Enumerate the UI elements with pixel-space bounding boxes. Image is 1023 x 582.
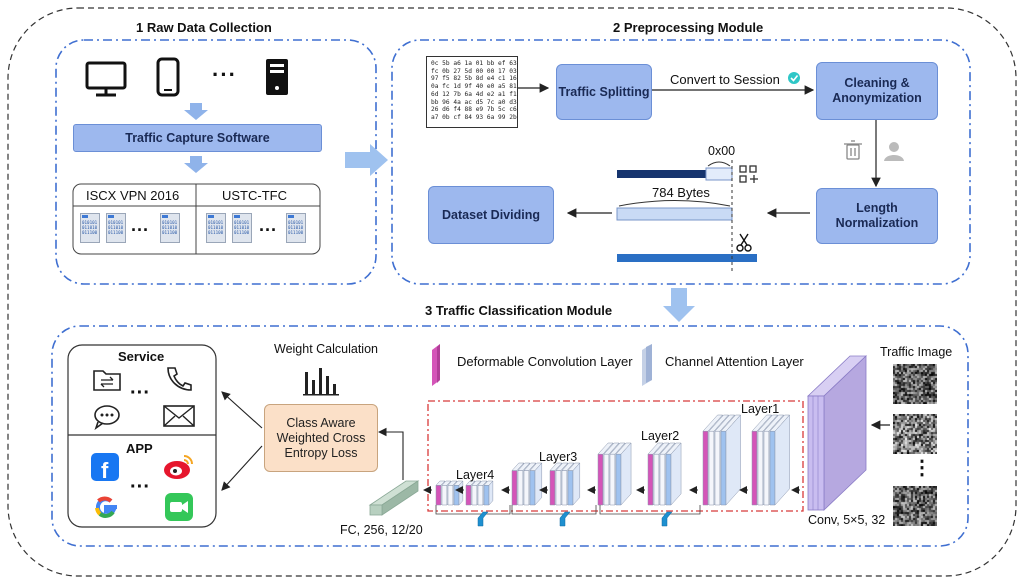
layer-slab: [720, 414, 742, 506]
skip-connection: [511, 505, 597, 515]
skip-connection: [599, 505, 701, 515]
traffic-image-tile: [893, 364, 937, 404]
file-icon: 010101 011010 011100: [206, 213, 226, 243]
fc-label: FC, 256, 12/20: [340, 523, 423, 537]
scissors-icon: [736, 233, 752, 252]
weight-calc-label: Weight Calculation: [274, 342, 378, 356]
cleaning-box: Cleaning & Anonymization: [816, 62, 938, 120]
downsample-block: [477, 511, 489, 527]
layer1-label: Layer1: [741, 402, 780, 416]
facetime-icon: [165, 493, 193, 521]
dataset-dividing-box: Dataset Dividing: [428, 186, 554, 244]
file-icon: 010101 011010 011100: [160, 213, 180, 243]
apps-icon: [739, 165, 758, 183]
chat-icon: [94, 405, 120, 430]
convert-label: Convert to Session: [670, 72, 780, 87]
file-ellipsis: ···: [131, 220, 149, 240]
svg-text:f: f: [101, 458, 109, 482]
weibo-icon: [164, 455, 193, 479]
network-region: [427, 400, 804, 512]
app-ellipsis: ···: [130, 476, 150, 498]
dataset-ustc: USTC-TFC: [222, 188, 287, 203]
check-icon: [788, 72, 800, 84]
cls-section-border: [51, 325, 969, 547]
padding-bar: [705, 167, 733, 181]
layer-slab: [453, 480, 464, 506]
phone-icon: [156, 57, 180, 97]
fc-block: [368, 480, 420, 516]
long-bar: [617, 170, 706, 178]
layer-slab: [483, 480, 494, 506]
pad-label: 0x00: [708, 144, 736, 158]
dataset-iscx: ISCX VPN 2016: [86, 188, 180, 203]
image-ellipsis: ⋮: [912, 457, 932, 479]
file-icon: 010101 011010 011100: [80, 213, 100, 243]
legend-deform-swatch: [432, 344, 440, 386]
layer-slab: [769, 414, 791, 506]
monitor-icon: [85, 61, 127, 97]
oversize-bar: [617, 254, 757, 262]
loss-box: Class Aware Weighted Cross Entropy Loss: [264, 404, 378, 472]
prep-to-cls-arrow: [663, 288, 695, 322]
prep-section-border: [391, 39, 971, 285]
file-icon: 010101 011010 011100: [106, 213, 126, 243]
app-title: APP: [126, 441, 153, 456]
traffic-image-tile: [893, 414, 937, 454]
file-ellipsis: ···: [259, 220, 277, 240]
facebook-icon: f: [91, 453, 119, 482]
user-icon: [884, 142, 904, 161]
device-down-arrow: [184, 103, 208, 120]
traffic-splitting-box: Traffic Splitting: [556, 64, 652, 120]
layer4-label: Layer4: [456, 468, 495, 482]
bytes-label: 784 Bytes: [652, 185, 710, 200]
conv-block: [807, 355, 867, 511]
traffic-image-label: Traffic Image: [880, 345, 953, 359]
length-normalization-box: Length Normalization: [816, 188, 938, 244]
prep-section-title: 2 Preprocessing Module: [613, 20, 764, 35]
device-ellipsis: ···: [212, 62, 237, 87]
service-title: Service: [118, 349, 165, 364]
server-icon: [266, 59, 288, 95]
outer-frame: [7, 7, 1017, 577]
raw-to-prep-arrow: [345, 144, 388, 176]
raw-section-title: 1 Raw Data Collection: [136, 20, 272, 35]
layer2-label: Layer2: [641, 429, 680, 443]
file-icon: 010101 011010 011100: [286, 213, 306, 243]
mail-icon: [163, 405, 195, 427]
layer-slab: [567, 462, 581, 506]
bar-chart-icon: [303, 368, 339, 396]
layer-slab: [665, 442, 682, 506]
normalized-bar: [616, 207, 733, 221]
capture-software-box: Traffic Capture Software: [73, 124, 322, 152]
conv-label: Conv, 5×5, 32: [808, 513, 886, 527]
network-layers: [423, 414, 800, 527]
legend-channel-label: Channel Attention Layer: [665, 354, 804, 369]
trash-icon: [844, 140, 862, 160]
traffic-image-tile: [893, 486, 937, 526]
service-ellipsis: ···: [130, 382, 150, 404]
capture-down-arrow: [184, 156, 208, 173]
cls-section-title: 3 Traffic Classification Module: [425, 303, 613, 318]
layer-slab: [615, 442, 632, 506]
google-icon: [95, 496, 117, 518]
legend-deform-label: Deformable Convolution Layer: [457, 354, 633, 369]
downsample-block: [559, 511, 571, 527]
layer-slab: [529, 462, 543, 506]
hex-dump: 0c 5b a6 1a 01 bb ef 63 fc 0b 27 5d 00 00…: [426, 56, 518, 128]
legend-channel-swatch: [642, 344, 652, 386]
downsample-block: [661, 511, 673, 527]
file-icon: 010101 011010 011100: [232, 213, 252, 243]
layer3-label: Layer3: [539, 450, 578, 464]
folder-transfer-icon: [93, 370, 121, 391]
skip-connection: [435, 505, 511, 515]
phone-call-icon: [167, 367, 192, 391]
